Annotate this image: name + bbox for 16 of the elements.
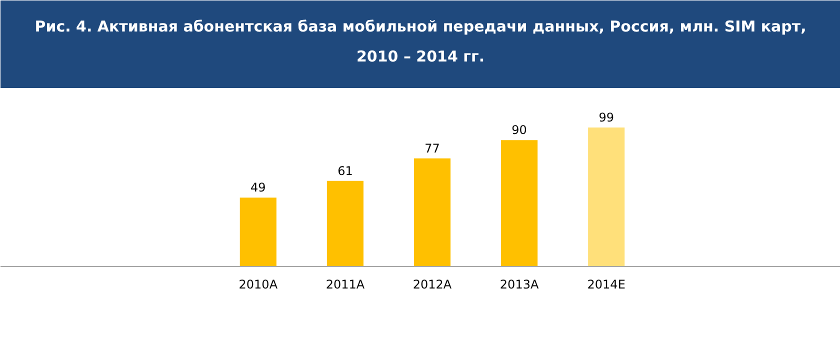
- data-label: 99: [598, 110, 614, 124]
- x-tick-label: 2010A: [238, 278, 278, 292]
- x-tick-label: 2014E: [587, 278, 626, 292]
- bar: [240, 198, 276, 266]
- bar: [588, 127, 625, 266]
- bar: [326, 180, 364, 266]
- x-tick-label: 2013A: [500, 278, 540, 292]
- x-tick-label: 2011A: [326, 278, 366, 292]
- chart-title: Рис. 4. Активная абонентская база мобильной передачи данных, Россия, млн. SIM карт, 2010 – 2014 гг.: [34, 18, 806, 66]
- data-label: 49: [250, 180, 266, 195]
- data-label: 61: [338, 164, 353, 178]
- bar: [501, 140, 538, 266]
- x-tick-label: 2012A: [412, 278, 452, 292]
- bar: [414, 158, 451, 266]
- data-label: 77: [424, 141, 440, 156]
- data-label: 90: [512, 123, 527, 138]
